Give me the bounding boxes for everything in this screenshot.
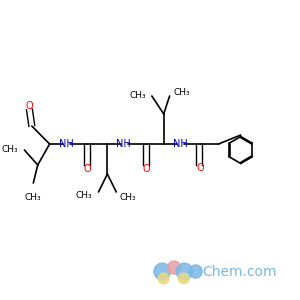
Text: CH₃: CH₃	[129, 92, 146, 100]
Text: O: O	[142, 164, 150, 175]
Circle shape	[178, 273, 189, 284]
Text: O: O	[197, 163, 205, 173]
Text: NH: NH	[58, 139, 73, 149]
Circle shape	[167, 261, 181, 274]
Text: Chem.com: Chem.com	[202, 265, 277, 278]
Text: CH₃: CH₃	[173, 88, 190, 98]
Circle shape	[158, 273, 169, 284]
Text: NH: NH	[116, 139, 131, 149]
Circle shape	[189, 265, 202, 278]
Text: CH₃: CH₃	[75, 190, 92, 200]
Text: O: O	[25, 100, 33, 111]
Circle shape	[154, 263, 170, 280]
Text: CH₃: CH₃	[1, 146, 18, 154]
Text: CH₃: CH₃	[120, 194, 136, 202]
Circle shape	[176, 263, 193, 280]
Text: O: O	[83, 164, 91, 175]
Text: NH: NH	[172, 139, 188, 149]
Text: CH₃: CH₃	[25, 194, 42, 202]
